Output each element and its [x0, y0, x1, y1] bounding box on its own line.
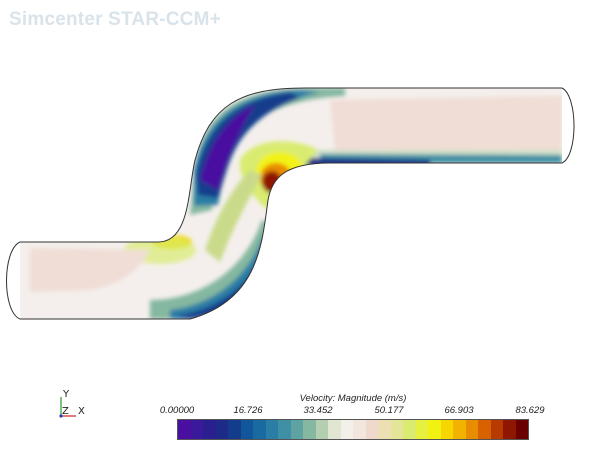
- colorbar-segment: [290, 420, 303, 439]
- colorbar-segment: [315, 420, 328, 439]
- triad-x-label: X: [78, 406, 85, 417]
- colorbar-segment: [203, 420, 216, 439]
- legend-tick: 83.629: [515, 405, 545, 416]
- colorbar-segment: [265, 420, 278, 439]
- legend-ticks: 0.00000 16.726 33.452 50.177 66.903 83.6…: [145, 405, 565, 419]
- colorbar-segment: [365, 420, 378, 439]
- legend-tick: 50.177: [374, 405, 404, 416]
- colorbar-segment: [278, 420, 291, 439]
- triad-y-label: Y: [63, 389, 70, 400]
- colorbar-segment: [178, 420, 191, 439]
- colorbar-segment: [465, 420, 478, 439]
- triad-axes-icon: [59, 397, 76, 418]
- legend-tick: 0.00000: [159, 405, 195, 416]
- axis-triad: Y Z X: [50, 388, 100, 424]
- colorbar-segment: [253, 420, 266, 439]
- colorbar-segment: [503, 420, 516, 439]
- colorbar-segment: [440, 420, 453, 439]
- colorbar-segment: [490, 420, 503, 439]
- legend-tick: 66.903: [444, 405, 474, 416]
- colorbar-segment: [403, 420, 416, 439]
- legend-colorbar: [177, 419, 529, 440]
- legend-title: Velocity: Magnitude (m/s): [299, 393, 407, 404]
- pipe-outline: [6, 87, 575, 320]
- colorbar-segment: [240, 420, 253, 439]
- velocity-contour: [20, 88, 562, 319]
- colorbar-segment: [478, 420, 491, 439]
- colorbar-segment: [353, 420, 366, 439]
- legend-tick: 16.726: [233, 405, 263, 416]
- inlet-face: [6, 241, 21, 320]
- colorbar-segment: [228, 420, 241, 439]
- outlet-face: [561, 87, 575, 164]
- colorbar-segment: [378, 420, 391, 439]
- colorbar-segment: [428, 420, 441, 439]
- colorbar-segment: [215, 420, 228, 439]
- colorbar-segment: [328, 420, 341, 439]
- colorbar-segment: [340, 420, 353, 439]
- colorbar-segment: [515, 420, 528, 439]
- colorbar-segment: [190, 420, 203, 439]
- legend-tick: 33.452: [303, 405, 333, 416]
- triad-z-label: Z: [62, 406, 69, 417]
- colorbar-segment: [415, 420, 428, 439]
- app-watermark: Simcenter STAR-CCM+: [9, 9, 221, 30]
- colorbar-segment: [390, 420, 403, 439]
- colorbar-segment: [303, 420, 316, 439]
- colorbar-segment: [453, 420, 466, 439]
